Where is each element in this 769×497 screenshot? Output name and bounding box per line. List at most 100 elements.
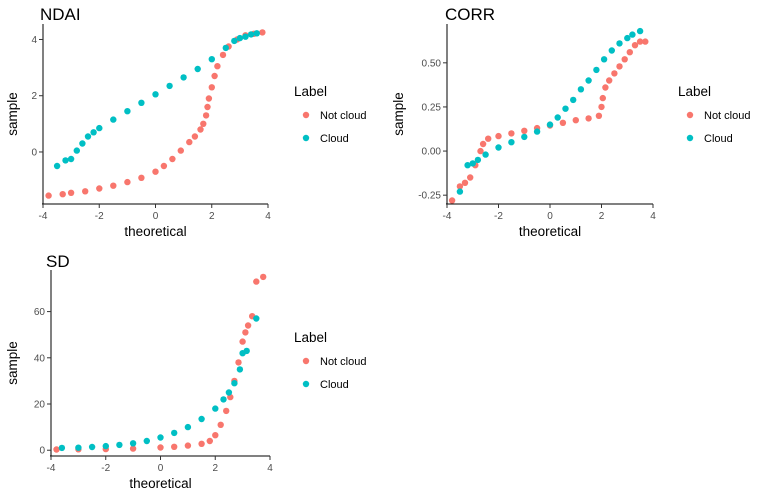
point-not-cloud — [559, 119, 567, 127]
point-cloud — [253, 30, 260, 37]
y-axis-label: sample — [5, 92, 20, 136]
point-not-cloud — [239, 338, 246, 345]
point-not-cloud — [200, 120, 207, 128]
point-cloud — [636, 27, 644, 35]
point-not-cloud — [208, 84, 215, 91]
legend-key-not-cloud — [686, 111, 694, 119]
point-cloud — [116, 441, 123, 449]
point-cloud — [231, 37, 238, 45]
point-not-cloud — [616, 63, 623, 70]
point-cloud — [242, 33, 249, 40]
panel-title: CORR — [445, 5, 495, 24]
point-cloud — [225, 389, 233, 396]
point-cloud — [236, 34, 244, 42]
point-cloud — [53, 162, 61, 170]
panel-title: SD — [46, 252, 70, 271]
point-cloud — [152, 91, 159, 98]
point-not-cloud — [477, 147, 484, 155]
legend-label: Cloud — [320, 133, 349, 145]
y-axis-label: sample — [5, 341, 20, 385]
point-cloud — [79, 140, 86, 147]
point-not-cloud — [621, 56, 628, 63]
point-not-cloud — [124, 178, 131, 186]
point-not-cloud — [259, 29, 266, 36]
x-tick-label: -4 — [443, 211, 452, 222]
point-cloud — [231, 380, 238, 387]
point-not-cloud — [160, 162, 168, 170]
point-cloud — [124, 108, 131, 115]
point-not-cloud — [82, 188, 89, 195]
point-not-cloud — [456, 183, 464, 190]
x-tick-label: -2 — [95, 211, 104, 222]
data-points — [448, 27, 649, 204]
y-tick-label: -0.25 — [418, 191, 441, 202]
x-axis-label: theoretical — [124, 224, 186, 239]
point-not-cloud — [138, 174, 145, 181]
point-cloud — [562, 105, 569, 112]
panel-ndai: NDAI -4 -2 0 2 4 0 2 4 theoretical sample Label Not … — [5, 5, 366, 239]
y-axis-label: sample — [391, 92, 406, 136]
point-not-cloud — [495, 132, 502, 140]
legend: Label Not cloud Cloud — [294, 84, 366, 145]
point-cloud — [166, 82, 173, 90]
legend-title: Label — [294, 84, 327, 99]
point-cloud — [236, 366, 244, 373]
point-not-cloud — [611, 70, 618, 77]
point-not-cloud — [219, 51, 227, 59]
y-tick-label: 2 — [31, 91, 37, 102]
point-not-cloud — [244, 322, 252, 329]
point-not-cloud — [260, 273, 267, 281]
point-cloud — [157, 434, 164, 441]
x-tick-label: 4 — [265, 211, 271, 222]
point-not-cloud — [204, 103, 211, 111]
point-cloud — [180, 74, 187, 81]
x-tick-label: 2 — [599, 211, 605, 222]
legend: Label Not cloud Cloud — [294, 330, 366, 391]
point-cloud — [143, 437, 150, 445]
y-tick-label: 4 — [31, 35, 37, 46]
point-not-cloud — [242, 329, 249, 336]
point-not-cloud — [585, 115, 592, 122]
point-not-cloud — [202, 112, 210, 119]
y-tick-label: 0.25 — [422, 102, 442, 113]
legend-label: Cloud — [704, 133, 733, 145]
point-not-cloud — [479, 140, 487, 148]
point-cloud — [570, 96, 577, 104]
point-cloud — [88, 443, 96, 451]
point-not-cloud — [467, 174, 474, 181]
point-cloud — [253, 315, 260, 322]
x-tick-label: 4 — [650, 211, 656, 222]
point-cloud — [102, 442, 110, 450]
point-cloud — [110, 116, 117, 123]
point-cloud — [75, 444, 82, 451]
point-not-cloud — [59, 191, 66, 198]
point-not-cloud — [45, 192, 52, 199]
point-not-cloud — [67, 189, 75, 196]
point-cloud — [247, 31, 255, 38]
legend: Label Not cloud Cloud — [678, 84, 750, 145]
point-not-cloud — [186, 138, 193, 146]
x-tick-label: 0 — [158, 463, 164, 474]
y-tick-label: 0 — [31, 147, 37, 158]
x-axis-label: theoretical — [519, 224, 581, 239]
y-tick-label: 0 — [39, 446, 45, 457]
point-cloud — [198, 415, 205, 423]
x-tick-label: 0 — [547, 211, 553, 222]
point-cloud — [96, 124, 103, 132]
point-cloud — [629, 31, 636, 38]
point-not-cloud — [157, 444, 164, 451]
point-not-cloud — [485, 135, 492, 142]
point-not-cloud — [235, 359, 242, 366]
point-not-cloud — [53, 446, 60, 453]
point-cloud — [474, 156, 482, 164]
panel-sd: SD-4 -2 0 2 40204060theoreticalsampleLabelNo… — [5, 252, 366, 491]
point-not-cloud — [626, 49, 633, 56]
x-tick-label: -2 — [101, 463, 110, 474]
point-cloud — [208, 56, 215, 63]
point-not-cloud — [572, 117, 579, 124]
point-cloud — [220, 396, 227, 403]
point-not-cloud — [636, 38, 644, 45]
legend-key-not-cloud — [302, 111, 310, 119]
point-cloud — [90, 129, 97, 136]
point-not-cloud — [595, 112, 603, 120]
